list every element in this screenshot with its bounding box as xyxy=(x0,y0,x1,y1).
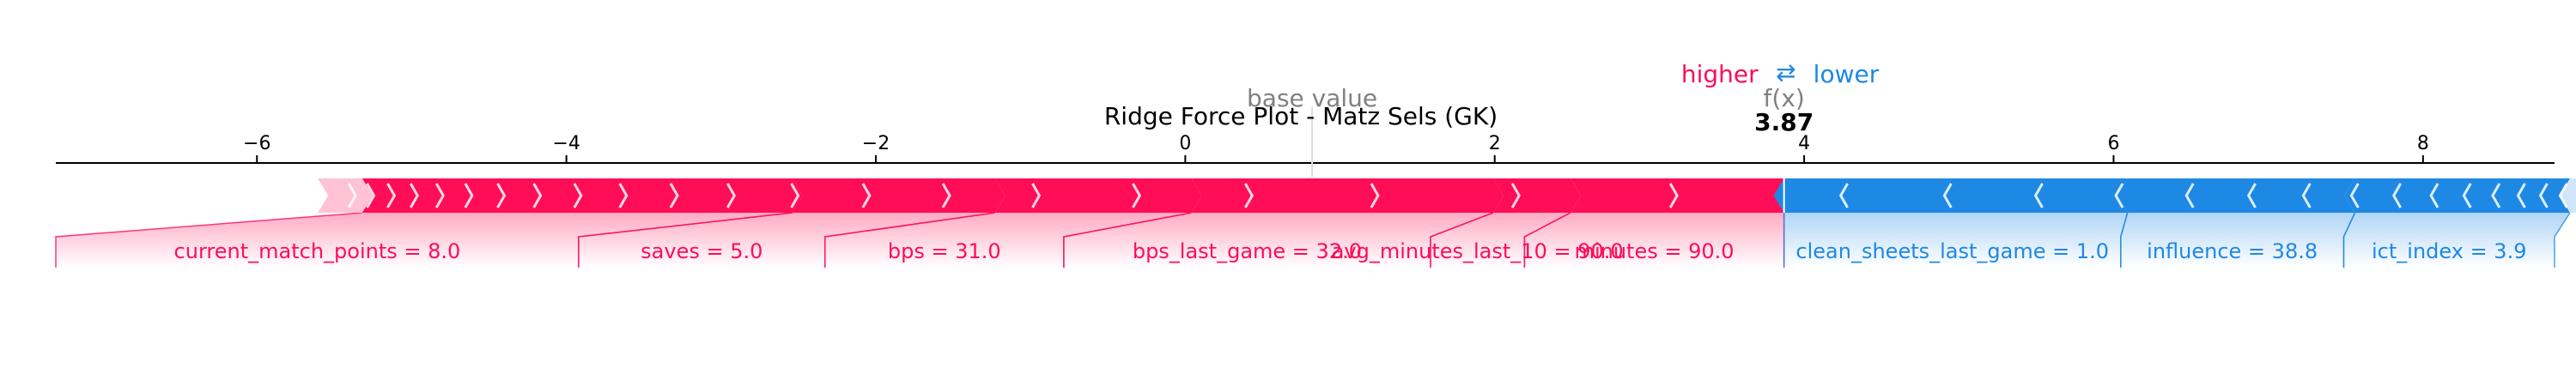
chevron-icon xyxy=(347,183,357,208)
positive-feature-label: bps = 31.0 xyxy=(888,239,1001,263)
label-connector xyxy=(55,212,362,268)
chevron-icon xyxy=(1510,183,1521,208)
negative-contribution-bar xyxy=(2560,178,2576,213)
base-value-label: base value xyxy=(1247,84,1377,112)
legend-arrow-icon: ⇄ xyxy=(1776,58,1795,87)
positive-label-fill xyxy=(1430,213,1571,268)
negative-feature-label: influence = 38.8 xyxy=(2147,239,2318,263)
positive-feature-label: saves = 5.0 xyxy=(641,239,762,263)
positive-feature-label: current_match_points = 8.0 xyxy=(174,239,461,263)
chevron-icon xyxy=(1031,183,1042,208)
chevron-icon xyxy=(861,183,872,208)
negative-contribution-bar xyxy=(2117,178,2355,213)
label-connector xyxy=(1430,212,1494,268)
chevron-icon xyxy=(2184,183,2195,208)
x-tick-label: −4 xyxy=(552,133,580,154)
chevron-icon xyxy=(496,183,507,208)
chevron-icon xyxy=(573,183,583,208)
negative-contribution-bar xyxy=(2344,178,2571,213)
positive-label-fill xyxy=(1063,213,1493,268)
positive-contribution-bar xyxy=(994,178,1202,213)
chevron-icon xyxy=(1838,183,1849,208)
positive-label-fill xyxy=(56,213,793,268)
chevron-icon xyxy=(726,183,737,208)
negative-label-fill xyxy=(2343,213,2571,268)
x-tick-label: 0 xyxy=(1179,133,1191,154)
positive-contribution-bar xyxy=(1571,178,1795,213)
label-connector xyxy=(1063,212,1192,268)
chevron-icon xyxy=(2114,183,2124,208)
chevron-icon xyxy=(1243,183,1255,208)
legend-higher: higher xyxy=(1681,60,1759,88)
chevron-icon xyxy=(2516,183,2526,208)
chevron-icon xyxy=(618,183,629,208)
chevron-icon xyxy=(1132,183,1142,208)
chart-title: Ridge Force Plot - Matz Sels (GK) xyxy=(1104,102,1498,130)
chevron-icon xyxy=(941,183,951,208)
label-connector xyxy=(2342,212,2356,268)
chevron-icon xyxy=(2033,183,2044,208)
positive-contribution-bar xyxy=(1492,178,1582,213)
chevron-icon xyxy=(2349,183,2360,208)
positive-label-fill xyxy=(1524,213,1784,268)
x-tick-label: −2 xyxy=(862,133,890,154)
label-connector xyxy=(2554,212,2571,268)
positive-contribution-bar xyxy=(1191,178,1504,213)
x-tick-label: −6 xyxy=(243,133,270,154)
negative-label-fill xyxy=(2120,213,2355,268)
label-connector xyxy=(823,212,995,268)
chevron-icon xyxy=(366,183,376,208)
chevron-icon xyxy=(409,183,419,208)
label-connector xyxy=(1523,212,1571,268)
negative-feature-label: clean_sheets_last_game = 1.0 xyxy=(1795,239,2109,263)
chevron-icon xyxy=(386,183,397,208)
x-tick-label: 8 xyxy=(2417,133,2429,154)
chevron-icon xyxy=(2462,183,2472,208)
positive-label-fill xyxy=(824,213,1192,268)
legend-lower: lower xyxy=(1814,60,1880,88)
negative-feature-label: ict_index = 3.9 xyxy=(2372,239,2526,263)
chevron-icon xyxy=(1942,183,1953,208)
chevron-icon xyxy=(2491,183,2501,208)
chevron-icon xyxy=(2538,183,2549,208)
chevron-icon xyxy=(669,183,679,208)
positive-contribution-bar xyxy=(792,178,1005,213)
positive-contribution-bar xyxy=(318,178,373,213)
chevron-icon xyxy=(2558,183,2568,208)
label-connector xyxy=(578,212,793,268)
chevron-icon xyxy=(790,183,800,208)
chevron-icon xyxy=(2246,183,2257,208)
negative-label-fill xyxy=(1783,213,2128,268)
chevron-icon xyxy=(1668,183,1679,208)
positive-feature-label: minutes = 90.0 xyxy=(1575,239,1735,263)
positive-label-fill xyxy=(578,213,995,268)
fx-label: f(x) xyxy=(1764,84,1805,112)
chevron-icon xyxy=(434,183,445,208)
chevron-icon xyxy=(2429,183,2439,208)
positive-feature-label: bps_last_game = 32.0 xyxy=(1133,239,1362,263)
x-tick-label: 6 xyxy=(2107,133,2119,154)
fx-value: 3.87 xyxy=(1754,108,1814,136)
chevron-icon xyxy=(532,183,543,208)
x-tick-label: 4 xyxy=(1798,133,1810,154)
x-tick-label: 2 xyxy=(1489,133,1501,154)
chevron-icon xyxy=(1370,183,1380,208)
chevron-icon xyxy=(2391,183,2402,208)
label-connector xyxy=(2120,212,2129,268)
chevron-icon xyxy=(464,183,474,208)
chevron-icon xyxy=(2301,183,2312,208)
